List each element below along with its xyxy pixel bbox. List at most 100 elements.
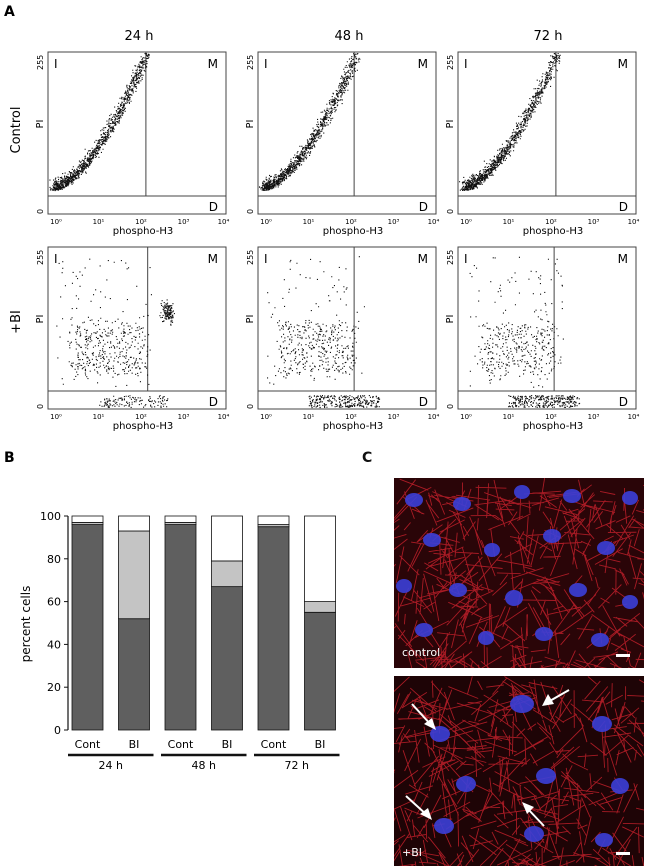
time-label-48h: 48 h <box>335 29 364 44</box>
nucleus <box>592 716 612 732</box>
y-tick-label: 80 <box>47 553 61 566</box>
arrow-icon <box>405 795 432 820</box>
nucleus <box>415 623 433 637</box>
scatter-plot: I M D 255 0 PI 10⁰ 10¹ 10² 10³ 10⁴ phospho-H3 <box>245 51 439 237</box>
y-tick-label: 100 <box>40 510 61 523</box>
scatter-plot: I M D 255 0 PI 10⁰ 10¹ 10² 10³ 10⁴ phospho-H3 <box>35 246 229 432</box>
category-label: Cont <box>261 738 287 751</box>
quadrant-label-m: M <box>208 57 218 71</box>
bar-segment <box>118 530 150 620</box>
actin-fibers <box>394 676 644 866</box>
x-axis-label: phospho-H3 <box>323 421 384 432</box>
panel-b: B percent cells 0 20 40 60 80 100 Cont BI Cont BI… <box>4 450 340 772</box>
y-tick-label: 255 <box>246 55 255 70</box>
x-tick-label: 10¹ <box>503 413 515 421</box>
x-tick-label: 10¹ <box>93 413 105 421</box>
nucleus <box>622 491 638 505</box>
x-tick-label: 10² <box>135 413 147 421</box>
x-tick-label: 10¹ <box>93 218 105 226</box>
nucleus <box>453 497 471 511</box>
nucleus <box>535 627 553 641</box>
panel-b-label: B <box>4 450 15 466</box>
bar-segment <box>211 560 243 588</box>
plot-frame <box>257 246 437 410</box>
nucleus <box>591 633 609 647</box>
quadrant-label-d: D <box>619 395 628 409</box>
nucleus <box>595 833 613 847</box>
nucleus <box>510 695 534 713</box>
nucleus <box>514 485 530 499</box>
quadrant-label-d: D <box>209 395 218 409</box>
y-tick-label: 255 <box>246 250 255 265</box>
quadrant-label-d: D <box>419 395 428 409</box>
scatter-dots <box>267 256 381 409</box>
x-tick-label: 10⁰ <box>50 218 62 226</box>
panel-c-label: C <box>362 450 373 466</box>
quadrant-label-d: D <box>619 200 628 214</box>
micrograph-bi: +BI <box>394 676 644 866</box>
nucleus <box>484 543 500 557</box>
quadrant-label-m: M <box>618 252 628 266</box>
quadrant-label-i: I <box>264 57 268 71</box>
y-tick-label: 0 <box>446 209 455 214</box>
x-tick-label: 10³ <box>588 218 600 226</box>
bar-segment <box>164 515 197 523</box>
quadrant-label-i: I <box>464 57 468 71</box>
bar-segment <box>71 515 104 523</box>
quadrant-label-m: M <box>418 57 428 71</box>
y-tick-label: 255 <box>36 55 45 70</box>
category-label: Cont <box>168 738 194 751</box>
nucleus <box>478 631 494 645</box>
x-tick-label: 10⁰ <box>460 218 472 226</box>
nucleus <box>597 541 615 555</box>
nucleus <box>505 590 523 606</box>
scatter-plot: I M D 255 0 PI 10⁰ 10¹ 10² 10³ 10⁴ phospho-H3 <box>445 246 640 432</box>
bar-segment <box>257 526 290 731</box>
nucleus <box>569 583 587 597</box>
nucleus <box>536 768 556 784</box>
y-axis-label: percent cells <box>19 586 33 663</box>
scale-bar <box>616 852 630 855</box>
group-label: 24 h <box>99 759 123 772</box>
panel-a: A 24 h 48 h 72 h Control +BI I M D 255 0 PI 10… <box>4 4 640 432</box>
y-tick-label: 0 <box>36 209 45 214</box>
y-axis-label: PI <box>445 120 456 129</box>
y-tick-label: 20 <box>47 681 61 694</box>
scatter-plot: I M D 255 0 PI 10⁰ 10¹ 10² 10³ 10⁴ phospho-H3 <box>445 51 640 237</box>
row-label-control: Control <box>9 107 24 154</box>
quadrant-label-d: D <box>209 200 218 214</box>
y-tick-label: 0 <box>246 209 255 214</box>
x-tick-label: 10¹ <box>503 218 515 226</box>
scatter-plot: I M D 255 0 PI 10⁰ 10¹ 10² 10³ 10⁴ phospho-H3 <box>245 246 439 432</box>
micrograph-control: control <box>394 478 644 668</box>
plot-frame <box>457 246 637 410</box>
micrograph-label-control: control <box>402 646 440 659</box>
arrow-icon <box>411 703 436 730</box>
bar-segment <box>211 586 243 731</box>
stacked-bar-chart: 0 20 40 60 80 100 Cont BI Cont BI Cont BI 24 h 48 h 72… <box>40 510 340 772</box>
y-tick-label: 0 <box>246 404 255 409</box>
x-tick-label: 10⁰ <box>260 413 272 421</box>
nucleus <box>524 826 544 842</box>
nucleus <box>396 579 412 593</box>
y-axis-label: PI <box>445 315 456 324</box>
quadrant-label-i: I <box>464 252 468 266</box>
nucleus <box>430 726 450 742</box>
nucleus <box>563 489 581 503</box>
x-tick-label: 10¹ <box>303 413 315 421</box>
row-label-bi: +BI <box>9 310 24 334</box>
bar-segment <box>118 515 150 532</box>
x-axis-label: phospho-H3 <box>523 226 584 237</box>
nucleus <box>611 778 629 794</box>
x-tick-label: 10⁴ <box>628 218 640 226</box>
quadrant-label-i: I <box>264 252 268 266</box>
quadrant-label-d: D <box>419 200 428 214</box>
x-tick-label: 10⁴ <box>628 413 640 421</box>
y-tick-label: 0 <box>36 404 45 409</box>
quadrant-label-i: I <box>54 57 58 71</box>
x-axis-label: phospho-H3 <box>523 421 584 432</box>
quadrant-label-m: M <box>618 57 628 71</box>
bar-segment <box>304 515 336 602</box>
x-tick-label: 10² <box>345 218 357 226</box>
micrograph-label-bi: +BI <box>402 846 422 859</box>
